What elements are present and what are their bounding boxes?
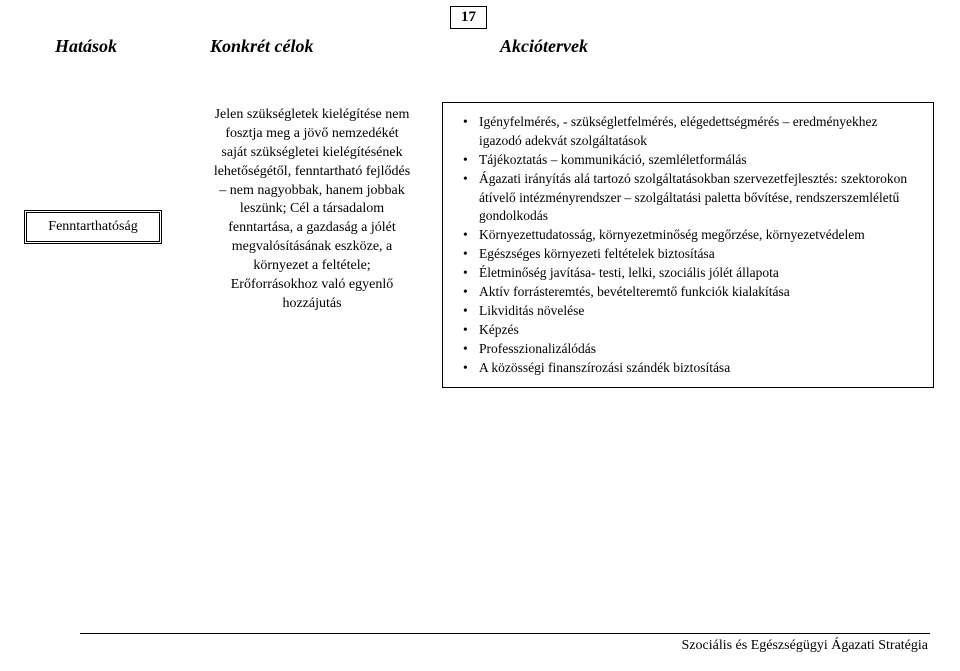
bullet-text: Aktív forrásteremtés, bevételteremtő fun… (479, 284, 790, 299)
header-col3-text: Akciótervek (500, 36, 588, 56)
left-category-box: Fenntarthatóság (24, 210, 162, 244)
list-item: Ágazati irányítás alá tartozó szolgáltat… (461, 170, 919, 227)
list-item: Környezettudatosság, környezetminőség me… (461, 226, 919, 245)
bullet-text: Professzionalizálódás (479, 341, 596, 356)
list-item: Likviditás növelése (461, 302, 919, 321)
bullet-text: Ágazati irányítás alá tartozó szolgáltat… (479, 171, 907, 224)
page-number-value: 17 (461, 9, 476, 25)
bullet-text: Képzés (479, 322, 519, 337)
bullet-text: Életminőség javítása- testi, lelki, szoc… (479, 265, 779, 280)
page-number: 17 (450, 6, 487, 29)
list-item: Igényfelmérés, - szükségletfelmérés, elé… (461, 113, 919, 151)
list-item: Tájékoztatás – kommunikáció, szemléletfo… (461, 151, 919, 170)
list-item: A közösségi finanszírozási szándék bizto… (461, 359, 919, 378)
middle-paragraph-text: Jelen szükségletek kielégítése nem foszt… (214, 107, 410, 311)
action-plans-list: Igényfelmérés, - szükségletfelmérés, elé… (461, 113, 919, 377)
list-item: Egészséges környezeti feltételek biztosí… (461, 245, 919, 264)
footer-text: Szociális és Egészségügyi Ágazati Straté… (682, 638, 928, 654)
middle-paragraph: Jelen szükségletek kielégítése nem foszt… (212, 106, 412, 314)
bullet-text: Környezettudatosság, környezetminőség me… (479, 227, 865, 242)
list-item: Képzés (461, 321, 919, 340)
left-category-label: Fenntarthatóság (48, 219, 137, 234)
bullet-text: Egészséges környezeti feltételek biztosí… (479, 246, 715, 261)
header-col3: Akciótervek (500, 36, 588, 57)
bullet-text: Tájékoztatás – kommunikáció, szemléletfo… (479, 152, 747, 167)
action-plans-box: Igényfelmérés, - szükségletfelmérés, elé… (442, 102, 934, 388)
bullet-text: A közösségi finanszírozási szándék bizto… (479, 360, 730, 375)
header-col2: Konkrét célok (210, 36, 314, 57)
list-item: Aktív forrásteremtés, bevételteremtő fun… (461, 283, 919, 302)
footer-divider (80, 633, 930, 634)
header-col1: Hatások (55, 36, 117, 57)
list-item: Professzionalizálódás (461, 340, 919, 359)
bullet-text: Igényfelmérés, - szükségletfelmérés, elé… (479, 114, 877, 148)
list-item: Életminőség javítása- testi, lelki, szoc… (461, 264, 919, 283)
bullet-text: Likviditás növelése (479, 303, 584, 318)
